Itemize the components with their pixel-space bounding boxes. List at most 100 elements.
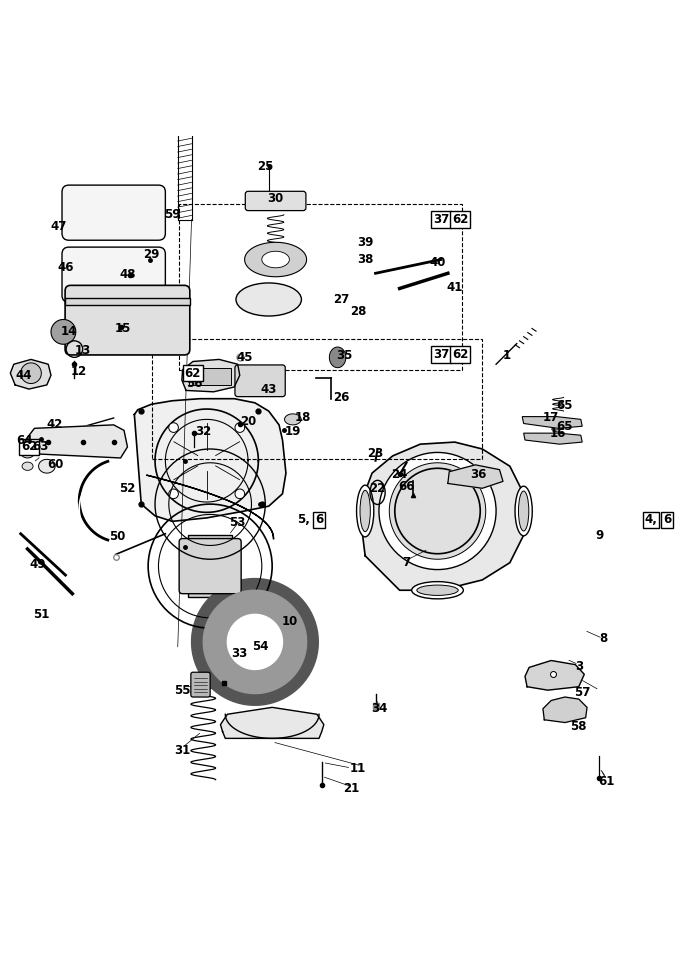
Polygon shape [448, 465, 503, 489]
Text: 62: 62 [21, 441, 37, 453]
Text: 27: 27 [333, 293, 349, 306]
Text: 52: 52 [119, 482, 136, 494]
Text: 43: 43 [260, 382, 277, 396]
Text: 18: 18 [295, 412, 311, 424]
Text: 60: 60 [47, 458, 63, 471]
Polygon shape [522, 417, 582, 428]
Ellipse shape [417, 585, 458, 595]
Polygon shape [543, 697, 587, 723]
Text: 54: 54 [252, 640, 269, 653]
Text: 57: 57 [574, 685, 590, 699]
Text: 26: 26 [333, 391, 349, 404]
Text: 58: 58 [570, 720, 587, 733]
Polygon shape [362, 443, 524, 590]
Polygon shape [51, 320, 76, 345]
Text: 2: 2 [27, 446, 35, 459]
Text: 37: 37 [433, 213, 449, 226]
Circle shape [235, 489, 245, 498]
Circle shape [235, 422, 245, 432]
Text: 29: 29 [143, 248, 160, 260]
Text: 5,: 5, [297, 514, 309, 526]
Text: 16: 16 [550, 426, 566, 440]
Text: 49: 49 [30, 558, 46, 570]
Polygon shape [28, 425, 127, 458]
Text: 14: 14 [61, 325, 77, 338]
Polygon shape [21, 363, 41, 384]
Text: 23: 23 [367, 447, 384, 460]
FancyBboxPatch shape [179, 539, 241, 593]
Text: 24: 24 [391, 468, 408, 481]
Text: 47: 47 [50, 220, 67, 233]
Text: 56: 56 [186, 377, 203, 390]
Polygon shape [227, 614, 282, 669]
Text: 36: 36 [471, 468, 487, 481]
Polygon shape [22, 462, 33, 470]
Bar [65, 298, 189, 304]
Text: 13: 13 [74, 344, 91, 357]
Text: 31: 31 [174, 744, 191, 756]
Text: 11: 11 [350, 761, 367, 775]
FancyBboxPatch shape [245, 191, 306, 210]
Bar [188, 535, 232, 597]
Text: 1: 1 [502, 349, 511, 363]
Text: 21: 21 [343, 782, 360, 795]
Text: 19: 19 [285, 425, 301, 439]
Text: 6: 6 [315, 514, 323, 526]
FancyBboxPatch shape [65, 285, 189, 355]
Polygon shape [21, 447, 34, 458]
FancyBboxPatch shape [191, 672, 210, 697]
Polygon shape [245, 242, 307, 276]
Text: 38: 38 [357, 253, 373, 266]
Text: 42: 42 [47, 419, 63, 431]
Text: 34: 34 [371, 703, 387, 715]
Text: 12: 12 [71, 365, 88, 377]
Text: 53: 53 [229, 516, 246, 529]
Polygon shape [220, 708, 324, 738]
Text: 63: 63 [32, 441, 48, 453]
Text: 37: 37 [433, 348, 449, 361]
Ellipse shape [515, 486, 532, 536]
Text: 25: 25 [257, 160, 274, 173]
Circle shape [169, 489, 178, 498]
Polygon shape [524, 433, 582, 444]
Text: 61: 61 [598, 776, 615, 788]
Ellipse shape [360, 491, 371, 532]
Text: 3: 3 [575, 660, 583, 673]
Text: 48: 48 [119, 268, 136, 281]
Text: 10: 10 [281, 614, 298, 628]
Text: 64: 64 [16, 434, 32, 446]
Polygon shape [182, 359, 240, 392]
Text: 4,: 4, [645, 514, 657, 526]
FancyBboxPatch shape [62, 247, 165, 302]
Text: 59: 59 [164, 208, 181, 221]
Circle shape [169, 422, 178, 432]
Text: 8: 8 [599, 632, 607, 645]
Text: 62: 62 [452, 213, 469, 226]
Text: 40: 40 [429, 256, 446, 270]
Circle shape [389, 463, 486, 560]
Text: 65: 65 [557, 399, 573, 412]
Text: 30: 30 [267, 192, 284, 205]
Text: 55: 55 [174, 684, 191, 697]
Ellipse shape [518, 491, 529, 531]
Text: 41: 41 [446, 280, 463, 294]
Text: 7: 7 [402, 556, 411, 569]
Text: 20: 20 [240, 415, 256, 428]
Text: 46: 46 [57, 261, 74, 275]
Text: 22: 22 [369, 482, 386, 494]
Text: 62: 62 [185, 367, 201, 380]
Polygon shape [262, 252, 289, 268]
Polygon shape [203, 590, 307, 693]
Text: 65: 65 [557, 420, 573, 433]
Polygon shape [329, 347, 346, 368]
Polygon shape [285, 414, 301, 425]
Polygon shape [134, 398, 286, 521]
Ellipse shape [236, 283, 302, 316]
Polygon shape [192, 579, 318, 706]
Polygon shape [39, 459, 55, 473]
Text: 28: 28 [350, 304, 367, 318]
Text: 50: 50 [109, 530, 125, 543]
Text: 15: 15 [114, 322, 131, 335]
Text: 39: 39 [357, 236, 373, 249]
Polygon shape [525, 660, 584, 690]
